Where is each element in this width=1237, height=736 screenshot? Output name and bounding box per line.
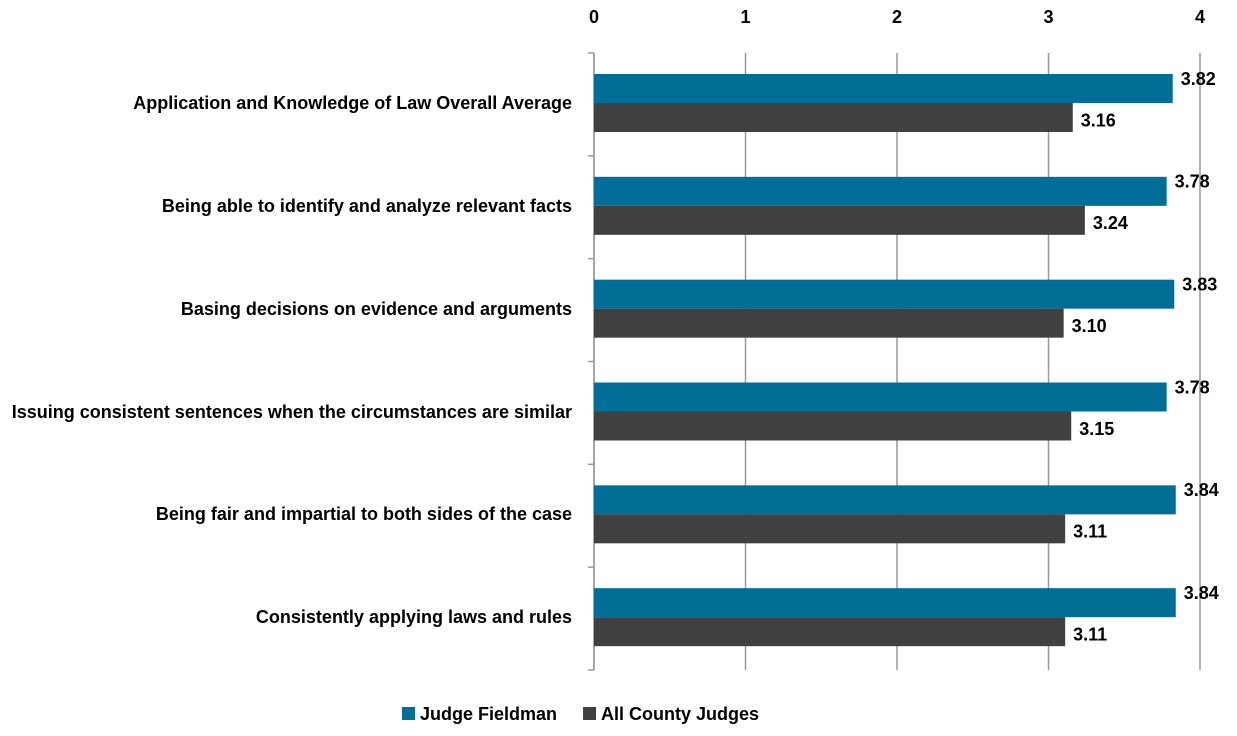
value-label: 3.11 (1073, 624, 1107, 644)
value-label: 3.82 (1181, 69, 1216, 89)
x-tick-label: 3 (1043, 7, 1053, 27)
bar (594, 279, 1175, 309)
legend-swatch (583, 707, 597, 720)
category-label: Consistently applying laws and rules (255, 607, 572, 628)
bar (594, 103, 1073, 132)
legend-swatch (402, 707, 415, 720)
legend-label: All County Judges (601, 704, 759, 724)
x-tick-label: 1 (740, 7, 750, 27)
value-label: 3.10 (1072, 316, 1107, 336)
category-label: Being fair and impartial to both sides o… (155, 504, 572, 525)
category-label: Application and Knowledge of Law Overall… (133, 93, 572, 113)
value-label: 3.11 (1073, 522, 1107, 542)
category-label: Issuing consistent sentences when the ci… (11, 401, 572, 422)
x-tick-label: 0 (589, 7, 599, 27)
label-background (1075, 415, 1132, 445)
bar (594, 514, 1066, 544)
bar (594, 617, 1066, 647)
x-tick-label: 4 (1195, 7, 1205, 27)
category-label: Being able to identify and analyze relev… (161, 195, 572, 216)
value-label: 3.84 (1184, 583, 1219, 603)
label-background (1069, 620, 1126, 651)
category-label: Basing decisions on evidence and argumen… (180, 298, 572, 319)
label-background (1067, 312, 1124, 343)
value-label: 3.78 (1175, 172, 1210, 192)
bar (594, 588, 1176, 618)
x-tick-label: 2 (892, 7, 902, 27)
bar (594, 74, 1173, 103)
label-background (1076, 106, 1133, 137)
label-background (1088, 209, 1145, 240)
bar (594, 176, 1167, 206)
value-label: 3.24 (1093, 213, 1128, 233)
value-label: 3.78 (1175, 377, 1210, 397)
bar (594, 411, 1072, 441)
bar (594, 382, 1167, 412)
label-background (1069, 517, 1126, 548)
value-label: 3.84 (1184, 480, 1219, 500)
legend-label: Judge Fieldman (420, 704, 557, 724)
value-label: 3.15 (1079, 419, 1114, 439)
value-label: 3.83 (1182, 274, 1217, 294)
bar (594, 205, 1085, 235)
bar (594, 308, 1064, 338)
value-label: 3.16 (1081, 110, 1116, 130)
bar (594, 485, 1176, 515)
